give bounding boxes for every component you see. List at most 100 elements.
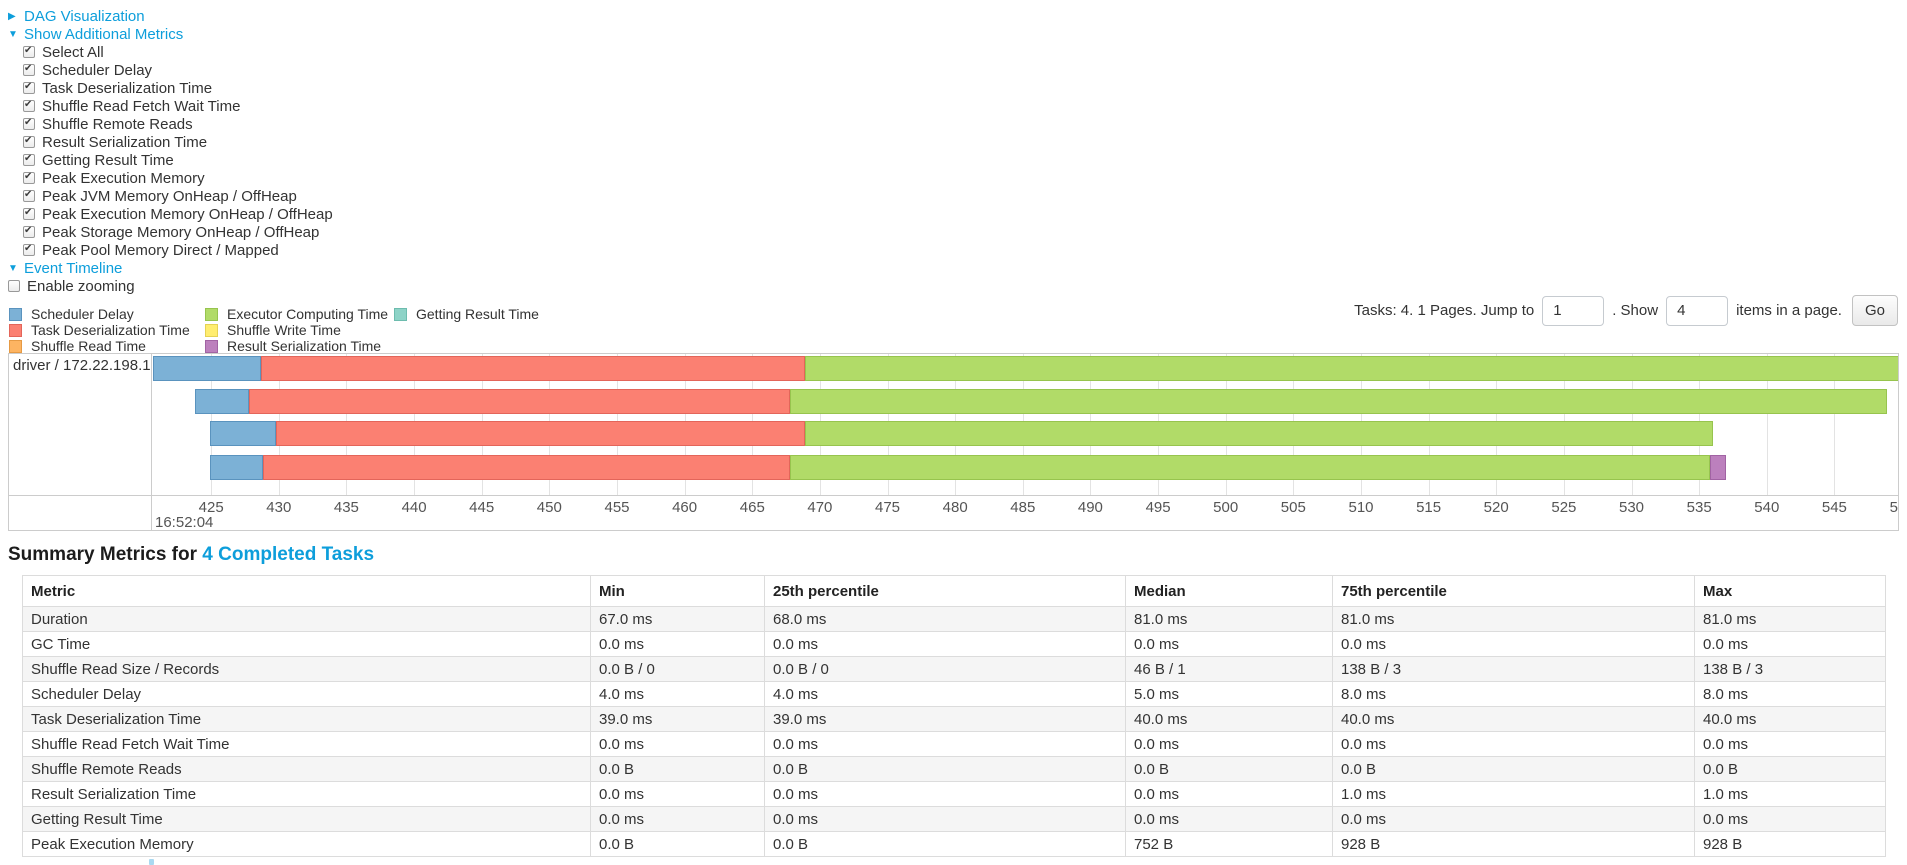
heading-prefix: Summary Metrics for	[8, 544, 203, 565]
legend-label: Scheduler Delay	[31, 306, 134, 322]
metric-checkbox[interactable]	[23, 135, 35, 148]
task-segment-scheduler-delay[interactable]	[209, 421, 277, 446]
metric-value-cell: 0.0 ms	[1694, 731, 1886, 757]
axis-tick-label: 430	[266, 499, 292, 516]
table-row: Peak Execution Memory 0.0 B 0.0 B 752 B 928 …	[22, 831, 1886, 857]
metric-value-cell: 4.0 ms	[764, 681, 1126, 707]
table-row: Getting Result Time 0.0 ms 0.0 ms 0.0 ms 0.0…	[22, 806, 1886, 832]
legend-label: Task Deserialization Time	[31, 322, 190, 338]
metric-checkbox[interactable]	[23, 171, 35, 184]
task-segment-scheduler-delay[interactable]	[209, 455, 263, 480]
metric-checkbox[interactable]	[23, 153, 35, 166]
metric-checkbox-row: Shuffle Read Fetch Wait Time	[8, 97, 333, 115]
axis-tick-label: 480	[942, 499, 968, 516]
axis-separator-line	[9, 495, 1898, 496]
axis-tick-label: 485	[1010, 499, 1036, 516]
task-segment-task-deserialization-time[interactable]	[261, 356, 805, 381]
metric-name-cell: Getting Result Time	[22, 806, 591, 832]
task-timeline-row	[153, 356, 1898, 381]
collapsed-arrow-icon: ▶	[8, 10, 16, 22]
metric-value-cell: 81.0 ms	[1125, 606, 1333, 632]
metric-value-cell: 0.0 B	[590, 831, 765, 857]
axis-tick-label: 510	[1348, 499, 1374, 516]
stage-controls: ▶ DAG Visualization ▼ Show Additional Me…	[8, 7, 333, 295]
metric-checkbox-row: Shuffle Remote Reads	[8, 115, 333, 133]
task-segment-scheduler-delay[interactable]	[153, 356, 262, 381]
dag-visualization-toggle[interactable]: ▶ DAG Visualization	[8, 7, 333, 25]
metric-name-cell: Scheduler Delay	[22, 681, 591, 707]
axis-tick-label: 520	[1483, 499, 1509, 516]
axis-tick-label: 505	[1280, 499, 1306, 516]
metric-checkbox[interactable]	[23, 189, 35, 202]
axis-gridline	[1834, 354, 1836, 495]
metric-checkbox-label: Result Serialization Time	[42, 133, 208, 151]
metric-checkbox-label: Peak Execution Memory OnHeap / OffHeap	[42, 205, 333, 223]
metric-checkbox[interactable]	[23, 225, 35, 238]
metric-value-cell: 40.0 ms	[1125, 706, 1333, 732]
metric-value-cell: 0.0 ms	[1694, 806, 1886, 832]
metric-name-cell: Shuffle Remote Reads	[22, 756, 591, 782]
legend-item: Shuffle Read Time	[9, 338, 205, 354]
table-row: Shuffle Remote Reads 0.0 B 0.0 B 0.0 B 0.0 B…	[22, 756, 1886, 782]
metric-checkbox[interactable]	[23, 45, 35, 58]
metric-value-cell: 40.0 ms	[1332, 706, 1695, 732]
task-timeline-row	[153, 455, 1898, 480]
table-header-row: Metric Min 25th percentile Median 75th perce…	[22, 575, 1886, 607]
show-additional-metrics-toggle[interactable]: ▼ Show Additional Metrics	[8, 25, 333, 43]
event-timeline-toggle[interactable]: ▼ Event Timeline	[8, 259, 333, 277]
axis-tick-label: 465	[739, 499, 765, 516]
metric-name-cell: Duration	[22, 606, 591, 632]
metric-checkbox[interactable]	[23, 63, 35, 76]
metric-checkbox[interactable]	[23, 99, 35, 112]
task-segment-scheduler-delay[interactable]	[194, 389, 249, 414]
legend-column: Scheduler Delay Task Deserialization Time…	[9, 306, 205, 354]
executor-label-column: driver / 172.22.198.104	[9, 354, 152, 530]
axis-tick-label: 455	[604, 499, 630, 516]
metric-checkbox-row: Peak JVM Memory OnHeap / OffHeap	[8, 187, 333, 205]
metric-checkbox[interactable]	[23, 117, 35, 130]
summary-metrics-heading: Summary Metrics for 4 Completed Tasks	[8, 544, 374, 566]
table-row: Duration 67.0 ms 68.0 ms 81.0 ms 81.0 ms 81.0…	[22, 606, 1886, 632]
metric-name-cell: Result Serialization Time	[22, 781, 591, 807]
timeline-legend: Scheduler Delay Task Deserialization Time…	[9, 306, 539, 354]
jump-to-page-input[interactable]	[1542, 295, 1605, 326]
metric-checkbox-label: Getting Result Time	[42, 151, 174, 169]
metric-checkbox-label: Peak Pool Memory Direct / Mapped	[42, 241, 279, 259]
event-timeline-chart: driver / 172.22.198.104 16:52:04 425 430 4…	[8, 353, 1899, 531]
metric-checkbox[interactable]	[23, 207, 35, 220]
table-row: Shuffle Read Fetch Wait Time 0.0 ms 0.0 ms…	[22, 731, 1886, 757]
metric-value-cell: 8.0 ms	[1332, 681, 1695, 707]
metric-value-cell: 752 B	[1125, 831, 1333, 857]
metric-checkbox[interactable]	[23, 81, 35, 94]
task-segment-task-deserialization-time[interactable]	[262, 455, 791, 480]
enable-zooming-label: Enable zooming	[27, 277, 135, 295]
task-segment-task-deserialization-time[interactable]	[276, 421, 805, 446]
task-segment-executor-computing-time[interactable]	[790, 455, 1710, 480]
task-segment-result-serialization-time[interactable]	[1710, 455, 1727, 480]
metric-checkbox-label: Scheduler Delay	[42, 61, 153, 79]
go-button[interactable]: Go	[1851, 295, 1898, 326]
metric-value-cell: 46 B / 1	[1125, 656, 1333, 682]
dag-visualization-label: DAG Visualization	[24, 7, 145, 25]
items-per-page-input[interactable]	[1666, 295, 1729, 326]
task-segment-executor-computing-time[interactable]	[805, 421, 1713, 446]
metric-checkbox-label: Task Deserialization Time	[42, 79, 213, 97]
completed-tasks-link[interactable]: 4 Completed Tasks	[202, 544, 375, 565]
axis-tick-label: 545	[1821, 499, 1847, 516]
metric-value-cell: 81.0 ms	[1694, 606, 1886, 632]
metric-value-cell: 0.0 ms	[1125, 631, 1333, 657]
task-segment-executor-computing-time[interactable]	[790, 389, 1888, 414]
legend-swatch-icon	[205, 323, 218, 337]
metric-name-cell: Shuffle Read Fetch Wait Time	[22, 731, 591, 757]
metric-checkbox[interactable]	[23, 243, 35, 256]
metric-checkbox-label: Peak JVM Memory OnHeap / OffHeap	[42, 187, 297, 205]
legend-item: Task Deserialization Time	[9, 322, 205, 338]
metric-value-cell: 8.0 ms	[1694, 681, 1886, 707]
legend-item: Scheduler Delay	[9, 306, 205, 322]
enable-zooming-checkbox[interactable]	[8, 280, 20, 292]
metric-value-cell: 39.0 ms	[764, 706, 1126, 732]
task-segment-task-deserialization-time[interactable]	[249, 389, 791, 414]
expanded-arrow-icon: ▼	[8, 28, 18, 40]
task-segment-executor-computing-time[interactable]	[805, 356, 1898, 381]
metric-value-cell: 0.0 B	[764, 831, 1126, 857]
